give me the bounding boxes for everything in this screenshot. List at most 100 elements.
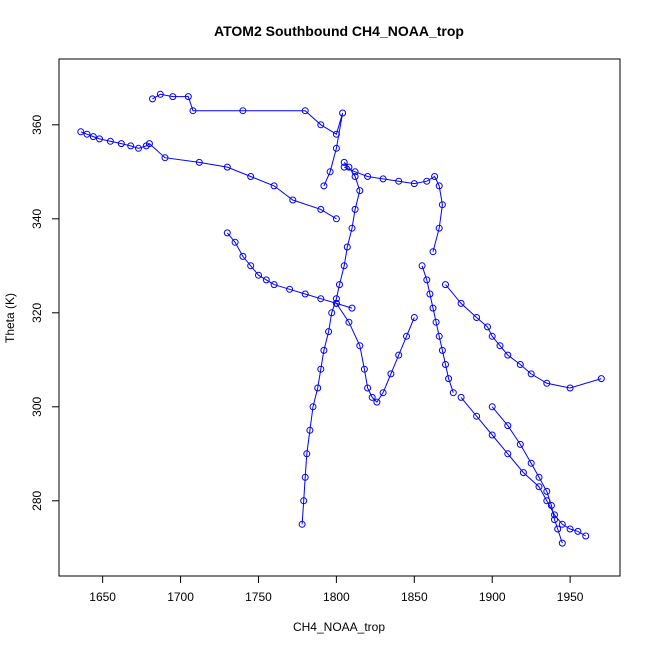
data-point	[149, 95, 156, 103]
data-point	[554, 525, 562, 533]
data-point	[326, 168, 334, 176]
series-line	[226, 232, 353, 309]
series-0	[77, 128, 340, 223]
data-point	[351, 168, 359, 176]
data-point	[516, 361, 524, 368]
data-point	[558, 520, 566, 528]
data-point	[435, 224, 443, 232]
data-point	[345, 318, 353, 326]
plot-frame	[58, 58, 621, 577]
data-point	[504, 351, 512, 359]
data-point	[195, 158, 203, 166]
data-point	[457, 299, 465, 307]
data-point	[373, 398, 381, 406]
data-point	[239, 107, 247, 115]
data-point	[473, 314, 481, 321]
data-point	[309, 403, 317, 411]
data-point	[270, 281, 278, 289]
data-point	[301, 107, 309, 115]
data-point	[300, 497, 308, 505]
data-point	[301, 290, 309, 298]
y-tick-label: 360	[30, 114, 44, 134]
data-point	[317, 365, 325, 373]
data-point	[543, 379, 551, 387]
data-point	[332, 130, 340, 138]
data-point	[348, 304, 356, 312]
y-tick-label: 320	[30, 302, 44, 322]
y-tick-label: 280	[30, 490, 44, 510]
data-point	[368, 393, 376, 401]
series-line	[301, 162, 361, 525]
data-point	[445, 375, 453, 383]
data-point	[161, 154, 169, 162]
data-point	[317, 295, 325, 303]
data-point	[351, 173, 359, 180]
data-point	[488, 332, 496, 340]
chart-title: ATOM2 Southbound CH4_NOAA_trop	[214, 23, 464, 39]
data-point	[379, 175, 387, 183]
data-point	[189, 107, 197, 115]
data-point	[488, 403, 496, 411]
data-point	[351, 205, 359, 213]
data-point	[473, 412, 481, 420]
data-point	[364, 173, 372, 180]
data-point	[496, 342, 504, 350]
data-point	[184, 93, 192, 101]
data-point	[239, 252, 247, 260]
data-point	[117, 140, 125, 148]
data-point	[332, 299, 340, 307]
data-point	[286, 285, 294, 293]
data-point	[320, 346, 328, 354]
series-3	[298, 158, 364, 528]
data-point	[410, 180, 418, 188]
data-point	[314, 384, 322, 392]
data-point	[156, 90, 164, 98]
data-point	[89, 133, 97, 141]
data-point	[169, 93, 177, 101]
data-point	[340, 262, 348, 270]
data-point	[387, 370, 395, 378]
data-point	[543, 487, 551, 495]
data-point	[429, 248, 437, 256]
data-point	[356, 187, 364, 195]
x-axis-label: CH4_NOAA_trop	[293, 620, 385, 634]
series-line	[152, 93, 344, 187]
data-point	[426, 290, 434, 298]
data-point	[395, 351, 403, 359]
data-point	[574, 527, 582, 535]
data-point	[135, 144, 142, 152]
data-point	[410, 314, 418, 321]
data-point	[332, 295, 340, 303]
series-line	[421, 265, 454, 393]
data-point	[255, 271, 262, 279]
data-point	[345, 163, 353, 171]
data-point	[360, 365, 368, 373]
data-point	[325, 328, 333, 336]
series-2	[223, 229, 356, 312]
data-point	[339, 109, 347, 117]
data-point	[504, 422, 512, 430]
x-tick-label: 1700	[167, 590, 194, 604]
data-point	[340, 158, 348, 166]
data-point	[223, 163, 231, 171]
data-point	[332, 144, 340, 152]
data-point	[320, 182, 328, 190]
series-8	[457, 393, 590, 540]
data-point	[340, 163, 348, 171]
data-point	[535, 473, 543, 481]
y-axis: 280 300 320 340 360	[30, 114, 60, 511]
series-7	[442, 281, 605, 392]
data-point	[566, 525, 574, 533]
data-point	[262, 276, 270, 284]
data-point	[423, 276, 431, 284]
data-point	[343, 243, 351, 251]
data-point	[328, 309, 336, 317]
data-point	[145, 140, 153, 148]
y-tick-label: 340	[30, 208, 44, 228]
data-point	[442, 361, 449, 368]
x-tick-label: 1800	[323, 590, 350, 604]
data-point	[403, 332, 410, 340]
y-tick-label: 300	[30, 396, 44, 416]
data-point	[547, 502, 555, 509]
